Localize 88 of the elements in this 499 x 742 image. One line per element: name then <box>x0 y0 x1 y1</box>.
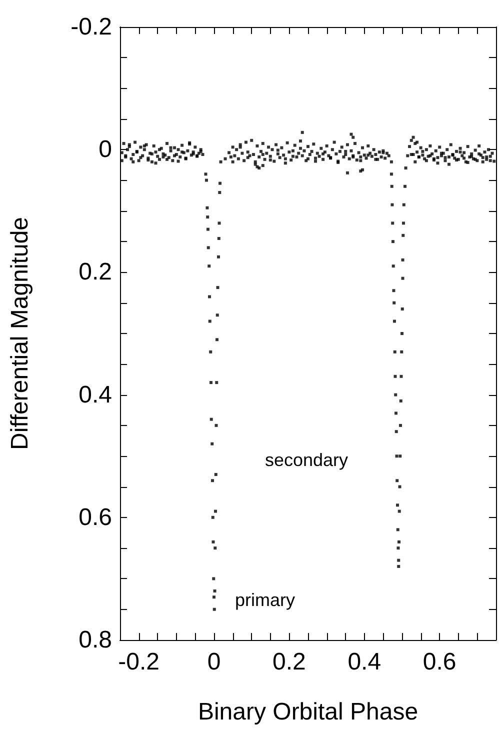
y-axis-title: Differential Magnitude <box>6 216 34 450</box>
point <box>398 510 401 513</box>
point <box>217 255 220 258</box>
point <box>214 472 218 476</box>
point <box>212 540 215 544</box>
point <box>404 166 408 170</box>
point <box>391 222 394 225</box>
point <box>400 374 403 378</box>
point <box>401 258 404 262</box>
point <box>401 276 404 280</box>
point <box>206 216 210 219</box>
point <box>218 191 222 194</box>
point <box>396 528 400 532</box>
point <box>396 546 400 550</box>
point <box>204 172 208 176</box>
point <box>208 295 211 298</box>
y-tick-label: 0.2 <box>78 258 112 286</box>
point <box>402 222 406 225</box>
point <box>208 320 212 323</box>
point <box>399 399 402 402</box>
point <box>210 442 214 446</box>
x-tick-label: 0.2 <box>272 648 306 676</box>
point <box>209 350 212 354</box>
point <box>398 424 402 427</box>
point <box>219 160 222 164</box>
point <box>392 320 396 323</box>
point <box>390 203 394 206</box>
point <box>209 381 212 384</box>
point <box>216 338 219 342</box>
point <box>402 234 405 237</box>
point <box>390 184 394 188</box>
point <box>402 203 406 206</box>
point <box>206 246 210 250</box>
x-tick-label: 0.6 <box>422 648 456 676</box>
point <box>214 424 218 427</box>
point <box>394 393 398 396</box>
point <box>395 454 398 458</box>
point <box>210 418 213 421</box>
x-tick-label: 0 <box>207 648 221 676</box>
y-tick-label: -0.2 <box>70 14 112 40</box>
point <box>208 264 211 268</box>
y-tick-label: 0.8 <box>78 626 112 654</box>
point <box>394 412 398 415</box>
y-tick-label: 0.6 <box>78 504 112 531</box>
point <box>217 236 220 240</box>
annotation: secondary <box>265 450 348 470</box>
point <box>400 307 404 310</box>
point <box>218 182 222 185</box>
point <box>212 596 216 599</box>
point <box>394 374 397 378</box>
point <box>397 564 400 568</box>
point <box>210 479 214 482</box>
point <box>397 540 400 544</box>
x-tick-label: 0.4 <box>348 648 382 676</box>
point <box>398 485 402 488</box>
point <box>204 178 208 182</box>
point <box>212 608 216 611</box>
point <box>216 314 219 317</box>
point <box>211 516 214 519</box>
point <box>400 350 404 354</box>
point <box>390 172 393 176</box>
point <box>392 289 396 292</box>
y-tick-label: 0 <box>98 136 112 164</box>
point <box>397 558 400 562</box>
x-tick-label: -0.2 <box>118 648 160 676</box>
point <box>216 286 220 290</box>
annotation: primary <box>235 590 296 610</box>
point <box>390 160 393 164</box>
point <box>394 430 398 434</box>
point <box>393 350 396 354</box>
x-axis-title: Binary Orbital Phase <box>198 698 418 726</box>
y-tick-label: 0.4 <box>78 381 112 408</box>
point <box>206 228 210 231</box>
point <box>391 240 394 244</box>
point <box>214 510 218 513</box>
point <box>396 504 399 507</box>
point <box>214 546 217 550</box>
point <box>392 264 395 268</box>
point <box>404 184 407 188</box>
point <box>392 301 396 304</box>
point <box>398 454 402 458</box>
point <box>206 206 209 210</box>
point <box>218 222 221 225</box>
point <box>400 332 404 335</box>
point <box>212 577 216 580</box>
point <box>396 479 399 482</box>
point <box>213 589 216 592</box>
point <box>215 381 218 384</box>
